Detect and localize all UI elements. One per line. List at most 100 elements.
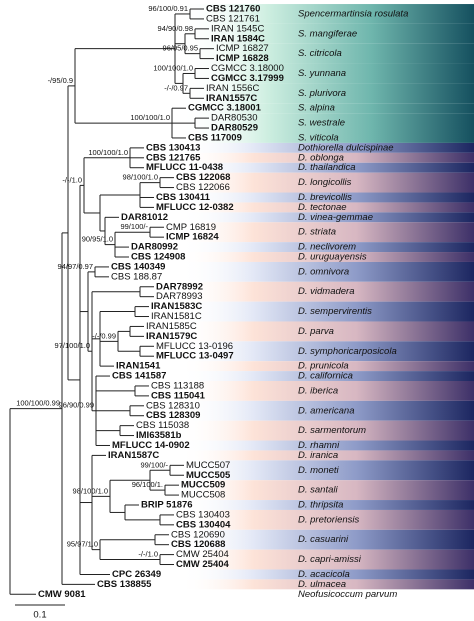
species-label: S. westrale — [298, 118, 345, 129]
taxon-label: IRAN 1556C — [206, 83, 259, 94]
species-label: S. alpina — [298, 103, 335, 114]
clade-band — [180, 440, 474, 451]
support-value: 97/100/1.0 — [55, 341, 90, 350]
clade-band — [180, 341, 474, 362]
taxon-label: IMI63581b — [136, 430, 182, 441]
taxon-label: CBS 120688 — [171, 539, 225, 550]
support-value: 96/90/0.99 — [59, 401, 94, 410]
species-label: D. sarmentorum — [298, 425, 366, 436]
taxon-label: MFLUCC 12-0382 — [156, 202, 234, 213]
clade-band — [180, 281, 474, 302]
taxon-label: CGMCC 3.18000 — [211, 63, 284, 74]
taxon-label: CPC 26349 — [112, 569, 161, 580]
species-label: D. tectonae — [298, 202, 347, 213]
taxon-label: CBS 115041 — [151, 390, 206, 401]
taxon-label: IRAN1557C — [206, 93, 257, 104]
clade-band — [180, 192, 474, 203]
species-label: Neofusicoccum parvum — [298, 589, 397, 600]
taxon-label: CGMCC 3.18001 — [188, 103, 262, 114]
taxon-label: DAR81012 — [121, 212, 168, 223]
taxon-label: MFLUCC 11-0438 — [146, 162, 223, 173]
clade-band — [180, 371, 474, 381]
support-value: 99/100/- — [120, 222, 148, 231]
species-label: D. longicollis — [298, 177, 352, 188]
clade-band — [180, 420, 474, 441]
taxon-label: IRAN1585C — [146, 321, 197, 332]
taxon-label: CBS 138855 — [97, 579, 152, 590]
taxon-label: IRAN 1584C — [211, 33, 265, 44]
support-value: 94/90/0.98 — [158, 24, 193, 33]
clade-band — [180, 202, 474, 213]
species-label: D. pretoriensis — [298, 514, 359, 525]
species-label: S. mangiferae — [298, 28, 357, 39]
taxon-label: MUCC508 — [181, 490, 225, 501]
taxon-label: CMP 16819 — [166, 222, 216, 233]
taxon-label: ICMP 16828 — [216, 53, 269, 64]
taxon-label: ICMP 16824 — [166, 232, 219, 243]
species-label: Dothiorella dulcispinae — [298, 142, 394, 153]
clade-band — [180, 500, 474, 510]
taxon-label: CBS 121761 — [206, 13, 260, 24]
clade-band — [180, 252, 474, 262]
clade-band — [180, 142, 474, 153]
support-value: 90/95/1.0 — [82, 235, 113, 244]
support-value: -/-/1.0 — [62, 175, 82, 184]
species-label: D. striata — [298, 227, 336, 238]
clade-band — [180, 450, 474, 461]
taxon-label: MFLUCC 13-0497 — [156, 351, 234, 362]
clade-band — [180, 579, 474, 590]
taxon-label: IRAN1583C — [151, 301, 202, 312]
clade-band — [180, 212, 474, 223]
taxon-label: CBS 113188 — [151, 380, 204, 391]
species-label: D. symphoricarposicola — [298, 346, 397, 357]
taxon-label: BRIP 51876 — [141, 500, 193, 511]
clade-band — [180, 23, 474, 44]
taxon-label: DAR80529 — [211, 123, 258, 134]
taxon-label: CBS 128309 — [146, 410, 200, 421]
taxon-label: CBS 121760 — [206, 4, 260, 15]
support-value: 94/97/0.97 — [58, 262, 93, 271]
taxon-label: MUCC505 — [186, 470, 231, 481]
clade-band — [180, 381, 474, 401]
taxon-label: IRAN 1545C — [211, 23, 264, 34]
species-label: D. sempervirentis — [298, 306, 372, 317]
clade-band — [180, 509, 474, 530]
support-value: 100/100/1.0 — [130, 113, 170, 122]
taxon-label: CBS 188.87 — [111, 271, 162, 282]
taxon-label: CBS 122066 — [176, 182, 230, 193]
species-label: D. neclivorem — [298, 242, 356, 253]
support-value: 96/100/1. — [132, 480, 163, 489]
taxon-label: CBS 117009 — [188, 132, 242, 143]
support-value: 99/100/- — [140, 460, 168, 469]
clade-band — [180, 222, 474, 243]
support-value: -/-/1.0 — [138, 550, 158, 559]
species-label: D. americana — [298, 405, 355, 416]
taxon-label: CBS 130411 — [156, 192, 211, 203]
species-label: S. plurivora — [298, 88, 346, 99]
taxon-label: CBS 128310 — [146, 400, 200, 411]
clade-band — [180, 43, 474, 64]
species-label: D. santali — [298, 485, 338, 496]
species-label: D. thripsita — [298, 500, 343, 511]
taxon-label: DAR78992 — [156, 281, 203, 292]
species-label: D. parva — [298, 326, 334, 337]
species-label: D. ulmacea — [298, 579, 346, 590]
support-value: 100/100/1.0 — [153, 63, 193, 72]
taxon-label: CMW 9081 — [38, 589, 86, 600]
species-label: Spencermartinsia rosulata — [298, 8, 408, 19]
species-label: D. acacicola — [298, 569, 350, 580]
taxon-label: CMW 25404 — [176, 549, 229, 560]
support-value: -/95/0.9 — [48, 76, 73, 85]
taxon-label: IRAN1587C — [108, 450, 159, 461]
support-value: 98/100/1.0 — [123, 173, 158, 182]
species-label: D. brevicollis — [298, 192, 352, 203]
support-value: 100/100/0.99 — [16, 399, 60, 408]
clade-band — [180, 162, 474, 173]
taxon-label: ICMP 16827 — [216, 43, 269, 54]
taxon-label: IRAN1581C — [151, 311, 202, 322]
clade-band — [180, 133, 474, 143]
species-label: D. oblonga — [298, 152, 344, 163]
taxon-label: CBS 120690 — [171, 529, 225, 540]
species-label: D. iberica — [298, 385, 338, 396]
taxon-label: MFLUCC 14-0902 — [112, 440, 190, 451]
